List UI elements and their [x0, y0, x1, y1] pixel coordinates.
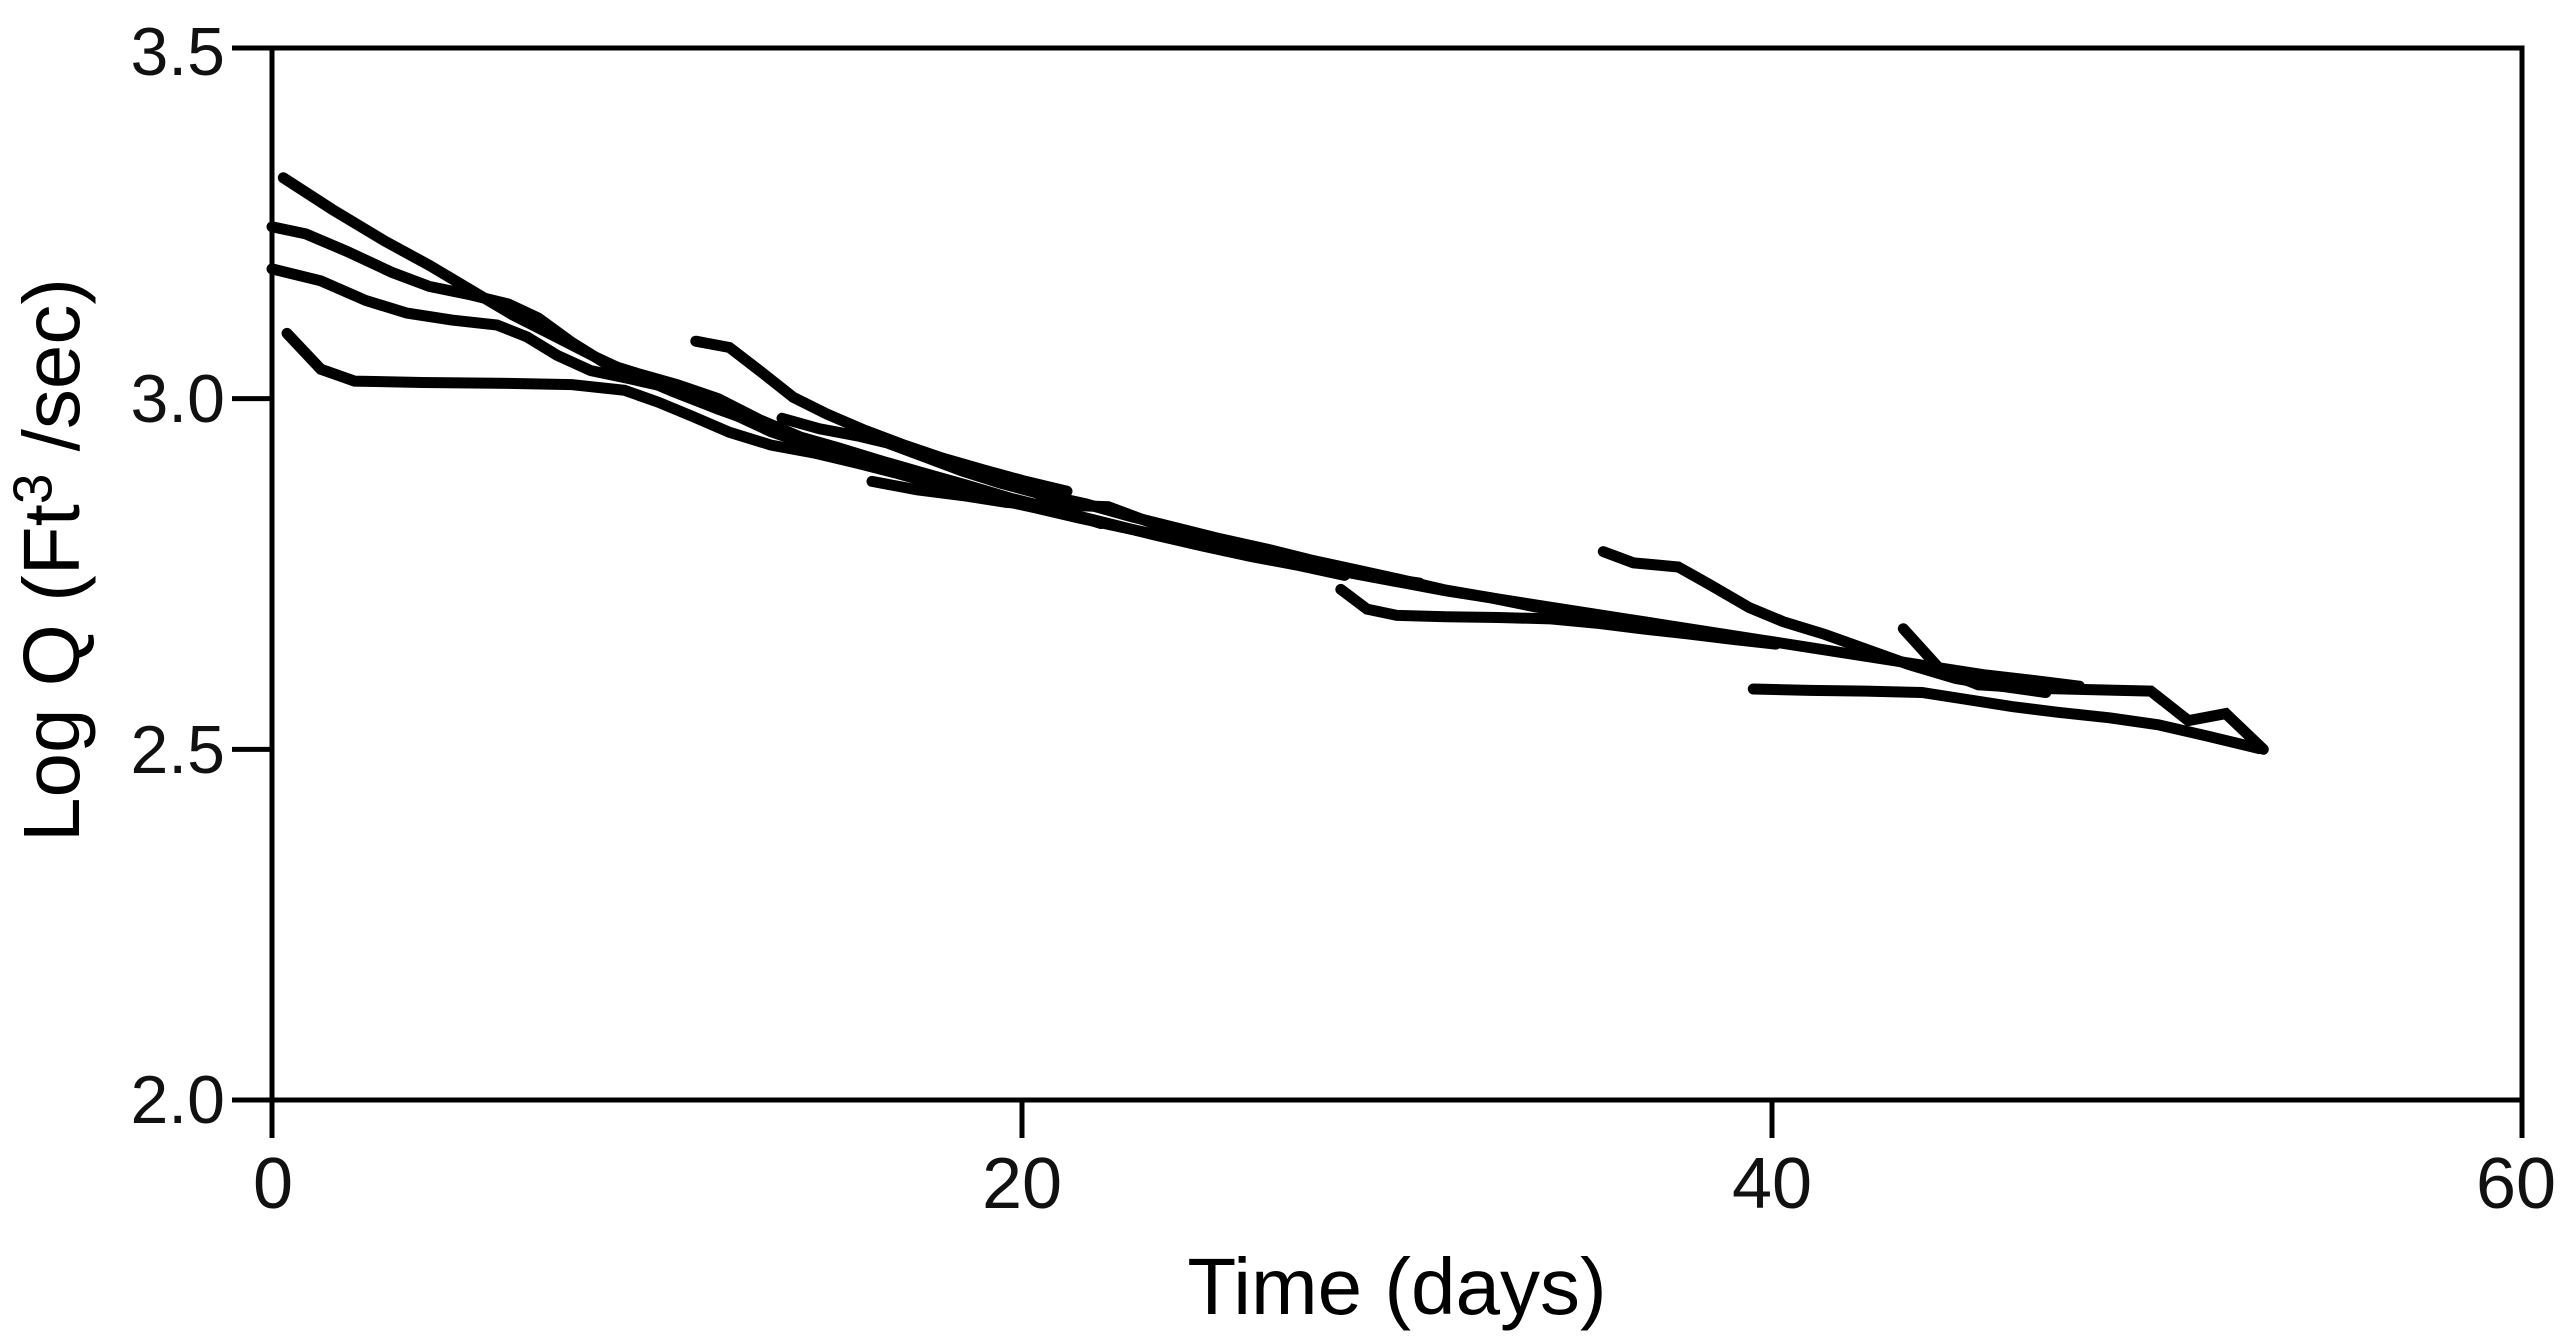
y-axis-title: Log Q (Ft3 /sec) — [1, 277, 96, 843]
recession-segment-11 — [1747, 683, 2265, 755]
x-tick-label-0: 0 — [252, 1144, 294, 1224]
y-tick-label-3.0: 3.0 — [130, 361, 225, 437]
recession-segment-6 — [776, 412, 1632, 628]
y-axis-title-prefix: Log Q (Ft — [7, 504, 96, 843]
x-tick-label-60: 60 — [2475, 1144, 2557, 1224]
recession-segment-5 — [690, 335, 1073, 497]
y-tick-label-2.5: 2.5 — [130, 712, 225, 788]
recession-segment-8 — [1335, 583, 1782, 650]
y-tick-label-3.5: 3.5 — [130, 14, 225, 90]
x-tick-label-40: 40 — [1731, 1144, 1813, 1224]
y-axis-title-suffix: /sec) — [7, 277, 96, 474]
recession-segment-10 — [1897, 623, 2269, 755]
x-axis-title: Time (days) — [1187, 1242, 1607, 1331]
plot-frame — [269, 45, 2525, 1103]
y-tick-label-2.0: 2.0 — [130, 1062, 225, 1138]
x-tick-label-20: 20 — [981, 1144, 1063, 1224]
y-axis-title-superscript: 3 — [1, 473, 64, 505]
